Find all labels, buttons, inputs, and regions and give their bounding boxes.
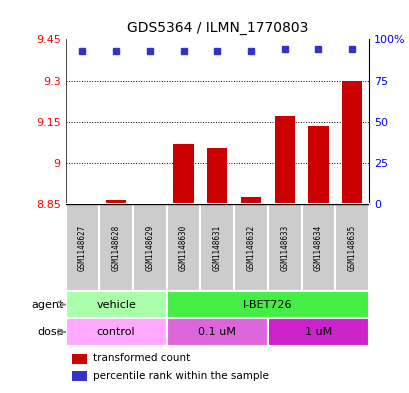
Bar: [308, 126, 328, 204]
Text: dose: dose: [37, 327, 64, 337]
Title: GDS5364 / ILMN_1770803: GDS5364 / ILMN_1770803: [126, 22, 307, 35]
Bar: [72, 203, 92, 204]
Text: vehicle: vehicle: [96, 299, 136, 310]
Bar: [166, 318, 267, 346]
Text: I-BET726: I-BET726: [243, 299, 292, 310]
Bar: [207, 148, 227, 204]
Text: percentile rank within the sample: percentile rank within the sample: [93, 371, 268, 381]
Bar: [106, 200, 126, 204]
Text: GSM1148632: GSM1148632: [246, 224, 255, 271]
Bar: [65, 318, 166, 346]
Bar: [267, 318, 368, 346]
Bar: [341, 81, 362, 204]
Bar: [139, 203, 160, 204]
Bar: [65, 291, 166, 318]
Text: 0.1 uM: 0.1 uM: [198, 327, 236, 337]
Text: GSM1148627: GSM1148627: [78, 224, 87, 271]
Text: GSM1148628: GSM1148628: [111, 224, 120, 271]
Text: GSM1148635: GSM1148635: [347, 224, 356, 271]
Bar: [72, 354, 87, 364]
Bar: [335, 204, 368, 291]
Bar: [166, 204, 200, 291]
Bar: [72, 371, 87, 381]
Text: GSM1148631: GSM1148631: [212, 224, 221, 271]
Bar: [133, 204, 166, 291]
Bar: [166, 291, 368, 318]
Bar: [200, 204, 234, 291]
Bar: [173, 144, 193, 204]
Bar: [99, 204, 133, 291]
Text: GSM1148633: GSM1148633: [279, 224, 288, 271]
Bar: [65, 204, 99, 291]
Bar: [301, 204, 335, 291]
Text: transformed count: transformed count: [93, 353, 190, 364]
Bar: [274, 116, 294, 204]
Text: GSM1148634: GSM1148634: [313, 224, 322, 271]
Text: 1 uM: 1 uM: [304, 327, 331, 337]
Text: GSM1148630: GSM1148630: [179, 224, 188, 271]
Bar: [267, 204, 301, 291]
Text: GSM1148629: GSM1148629: [145, 224, 154, 271]
Text: agent: agent: [31, 299, 64, 310]
Bar: [234, 204, 267, 291]
Text: control: control: [97, 327, 135, 337]
Bar: [240, 197, 261, 204]
